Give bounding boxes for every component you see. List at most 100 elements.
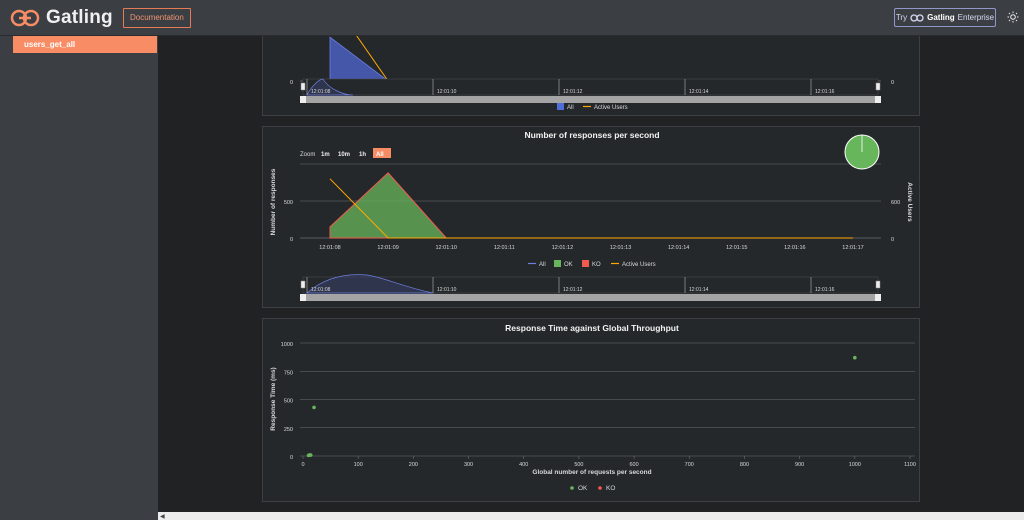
x-tick-label: 100 [354, 462, 363, 468]
legend-all-swatch [557, 103, 564, 110]
documentation-button[interactable]: Documentation [123, 8, 191, 28]
y-tick-label: 1000 [281, 342, 293, 348]
y-tick-label: 0 [290, 237, 293, 243]
gatling-logo[interactable]: Gatling [10, 7, 113, 28]
y-right-tick-label: 0 [891, 237, 894, 243]
x-tick-label: 1000 [849, 462, 861, 468]
x-tick-label: 600 [629, 462, 638, 468]
legend-ok-label: OK [564, 262, 573, 268]
ok-point [853, 355, 857, 360]
navigator-tick-label: 12:01:08 [311, 89, 331, 95]
legend-all-label: All [567, 105, 574, 111]
navigator-tick-label: 12:01:12 [563, 89, 583, 95]
try-prefix: Try [895, 13, 908, 22]
navigator-handle-right [875, 82, 881, 91]
series-active-users-line [329, 178, 853, 239]
top-bar: Gatling Documentation Try Gatling Enterp… [0, 0, 1024, 36]
navigator-scroll-left [300, 294, 306, 301]
series-active-users-line [356, 36, 853, 82]
x-tick-label: 1100 [904, 462, 916, 468]
responses-per-second-panel: Number of responses per second Zoom 1m 10m 1… [262, 126, 920, 308]
y-axis-label: Number of responses [270, 168, 277, 235]
x-tick-label: 12:01:17 [842, 245, 863, 251]
x-tick-label: 400 [519, 462, 528, 468]
zoom-button-1m: 1m [321, 152, 330, 158]
sidebar-item-users-get-all[interactable]: users_get_all [13, 36, 157, 53]
y-right-tick-label: 600 [891, 200, 900, 206]
x-tick-label: 12:01:10 [436, 245, 457, 251]
chart-1-svg: 0012:01:0812:01:0912:01:1012:01:1112:01:… [290, 36, 894, 111]
series-ok-area [329, 172, 853, 239]
x-tick-label: 800 [740, 462, 749, 468]
sidebar: users_get_all [0, 36, 158, 520]
series-all-area [329, 36, 853, 82]
y-tick-label: 0 [290, 455, 293, 461]
legend-ko-swatch [582, 260, 589, 267]
chart-title: Response Time against Global Throughput [505, 323, 679, 333]
y-tick-label: 500 [284, 399, 293, 405]
legend-active-users-label: Active Users [622, 262, 656, 268]
y-right-tick-label: 0 [891, 80, 894, 86]
y-axis-label: Response Time (ms) [270, 367, 277, 430]
logo-text: Gatling [46, 7, 113, 28]
navigator-tick-label: 12:01:10 [437, 287, 457, 293]
x-tick-label: 300 [464, 462, 473, 468]
x-axis-label: Global number of requests per second [532, 469, 651, 476]
legend-ko-label: KO [592, 262, 601, 268]
x-tick-label: 12:01:08 [319, 245, 340, 251]
horizontal-scrollbar[interactable]: ◀ [158, 512, 1024, 520]
ok-point [308, 453, 313, 457]
legend-active-users-label: Active Users [594, 105, 628, 111]
navigator-tick-label: 12:01:12 [563, 287, 583, 293]
navigator-scroll-left [300, 96, 306, 103]
try-brand: Gatling [927, 13, 955, 22]
gatling-small-logo-icon [910, 13, 924, 22]
response-time-vs-throughput-panel: Response Time against Global Throughput 0… [262, 318, 920, 502]
zoom-button-All: All [376, 152, 384, 158]
x-tick-label: 200 [409, 462, 418, 468]
navigator-handle-left [300, 280, 306, 289]
zoom-button-1h: 1h [359, 152, 366, 158]
x-tick-label: 12:01:11 [494, 245, 515, 251]
x-tick-label: 12:01:09 [377, 245, 398, 251]
legend-ok-swatch [570, 486, 574, 490]
x-tick-label: 12:01:15 [726, 245, 747, 251]
navigator-tick-label: 12:01:10 [437, 89, 457, 95]
navigator-tick-label: 12:01:14 [689, 89, 709, 95]
navigator-scroll-right [875, 294, 881, 301]
zoom-label: Zoom [300, 152, 315, 158]
navigator-tick-label: 12:01:08 [311, 287, 331, 293]
chart-title: Number of responses per second [524, 130, 659, 140]
navigator-tick-label: 12:01:16 [815, 287, 835, 293]
navigator-scroll-right [875, 96, 881, 103]
navigator-handle-left [300, 82, 306, 91]
navigator-series [306, 78, 354, 96]
navigator-scrollbar [303, 294, 878, 301]
navigator-handle-right [875, 280, 881, 289]
x-tick-label: 12:01:13 [610, 245, 631, 251]
main-content[interactable]: 0 0 12:01:08 12:01:09 12:01:10 12:01:11 12:01:… [158, 36, 1024, 512]
gatling-logo-icon [10, 9, 40, 27]
navigator-frame [302, 78, 879, 96]
y-right-axis-label: Active Users [906, 182, 913, 222]
active-users-panel: 0012:01:0812:01:0912:01:1012:01:1112:01:… [262, 36, 920, 116]
y-tick-label: 250 [284, 427, 293, 433]
y-tick-label: 750 [284, 370, 293, 376]
x-tick-label: 0 [301, 462, 304, 468]
legend-ko-label: KO [606, 485, 615, 492]
sun-icon[interactable] [1007, 11, 1019, 23]
zoom-selected-bg [373, 148, 391, 158]
scroll-left-icon[interactable]: ◀ [160, 514, 165, 520]
try-enterprise-button[interactable]: Try Gatling Enterprise [894, 8, 996, 27]
navigator-tick-label: 12:01:16 [815, 89, 835, 95]
legend-all-label: All [539, 262, 546, 268]
chart-3-svg: Response Time against Global Throughput 0… [270, 323, 916, 492]
x-tick-label: 12:01:12 [552, 245, 573, 251]
navigator-tick-label: 12:01:14 [689, 287, 709, 293]
y-tick-label: 0 [290, 80, 293, 86]
navigator-scrollbar [303, 96, 878, 103]
x-tick-label: 900 [795, 462, 804, 468]
x-tick-label: 700 [685, 462, 694, 468]
legend-ko-swatch [598, 486, 602, 490]
navigator-series [306, 274, 434, 294]
